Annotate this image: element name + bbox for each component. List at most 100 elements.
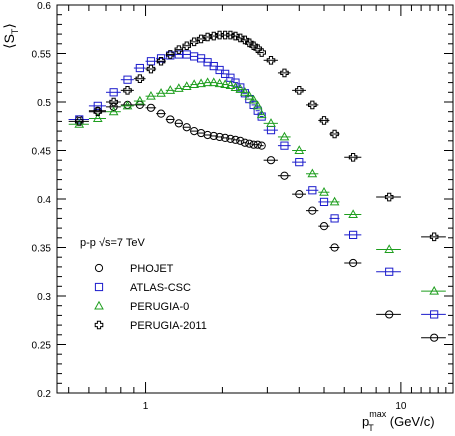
data-point bbox=[173, 83, 184, 92]
data-point bbox=[266, 118, 276, 127]
data-point bbox=[146, 64, 156, 74]
x-tick-label: 1 bbox=[143, 401, 149, 412]
y-axis-label-text: ⟨ST⟩ bbox=[1, 23, 20, 49]
y-axis-label: ⟨ST⟩ bbox=[1, 23, 20, 49]
data-point bbox=[230, 82, 241, 91]
data-point bbox=[196, 78, 206, 88]
data-point bbox=[221, 133, 230, 142]
data-point bbox=[348, 152, 358, 162]
data-point bbox=[109, 97, 118, 107]
data-point bbox=[196, 34, 206, 44]
data-point bbox=[244, 90, 255, 100]
data-point bbox=[165, 50, 175, 59]
legend: p-p √s=7 TeV PHOJET ATLAS-CSC PERUGIA-0 PERU… bbox=[80, 237, 207, 332]
data-point bbox=[182, 123, 191, 132]
data-point bbox=[123, 86, 132, 95]
data-point bbox=[166, 115, 175, 124]
series-perugia-0 bbox=[68, 77, 446, 295]
data-point bbox=[220, 79, 230, 89]
data-point bbox=[231, 78, 240, 87]
data-point bbox=[280, 141, 289, 150]
y-axis: 0.2 0.25 0.3 0.35 0.4 0.45 0.5 0.55 0.6 ⟨ST⟩ bbox=[1, 1, 453, 400]
data-point bbox=[156, 109, 166, 118]
data-point bbox=[429, 285, 440, 295]
plot-frame bbox=[56, 4, 454, 394]
data-point bbox=[208, 77, 219, 87]
data-point bbox=[384, 244, 395, 253]
y-tick-label: 0.45 bbox=[32, 147, 52, 158]
legend-marker bbox=[94, 263, 104, 273]
y-tick-label: 0.2 bbox=[37, 389, 51, 400]
data-point bbox=[348, 209, 358, 219]
data-point bbox=[308, 206, 317, 215]
y-tick-label: 0.3 bbox=[37, 292, 51, 303]
data-point bbox=[203, 32, 212, 42]
data-point bbox=[294, 86, 304, 95]
data-point bbox=[122, 100, 133, 110]
data-point bbox=[245, 38, 254, 48]
data-point bbox=[240, 138, 250, 147]
data-point bbox=[174, 119, 183, 128]
data-point bbox=[248, 94, 259, 104]
data-point bbox=[330, 214, 339, 223]
data-point bbox=[245, 139, 254, 148]
legend-label: PERUGIA-2011 bbox=[130, 320, 207, 332]
data-point bbox=[135, 95, 145, 105]
data-point bbox=[240, 87, 250, 96]
data-point bbox=[181, 81, 192, 90]
legend-label: PERUGIA-0 bbox=[130, 301, 189, 313]
data-point bbox=[174, 50, 183, 59]
data-point bbox=[257, 141, 266, 150]
data-point bbox=[384, 192, 394, 202]
legend-marker bbox=[94, 300, 104, 310]
data-point bbox=[156, 54, 166, 63]
data-point bbox=[226, 134, 235, 143]
legend-marker bbox=[94, 282, 104, 292]
data-point bbox=[231, 135, 240, 144]
data-point bbox=[385, 267, 394, 276]
data-point bbox=[349, 230, 358, 239]
legend-label: ATLAS-CSC bbox=[130, 282, 191, 294]
legend-header: p-p √s=7 TeV bbox=[80, 237, 146, 249]
y-tick-label: 0.6 bbox=[37, 1, 51, 12]
data-point bbox=[235, 84, 246, 93]
data-point bbox=[189, 79, 199, 89]
data-point bbox=[209, 131, 218, 141]
data-point bbox=[319, 197, 329, 207]
data-point bbox=[74, 117, 84, 126]
data-point bbox=[253, 140, 262, 149]
data-point bbox=[330, 243, 339, 252]
data-point bbox=[266, 55, 276, 65]
data-point bbox=[135, 74, 145, 84]
legend-marker bbox=[94, 320, 104, 330]
data-point bbox=[429, 232, 439, 242]
data-point bbox=[240, 35, 250, 45]
data-point bbox=[295, 158, 304, 167]
y-tick-label: 0.25 bbox=[32, 341, 52, 352]
data-point bbox=[266, 156, 276, 165]
data-point bbox=[280, 68, 289, 78]
series-atlas-csc bbox=[68, 50, 446, 319]
data-point bbox=[319, 222, 329, 231]
data-point bbox=[430, 310, 439, 319]
data-point bbox=[215, 132, 224, 142]
data-point bbox=[203, 130, 212, 140]
x-axis-label: pmax T (GeV/c) bbox=[362, 409, 435, 433]
data-point bbox=[256, 109, 267, 119]
y-tick-label: 0.5 bbox=[37, 98, 51, 109]
data-point bbox=[319, 116, 329, 125]
data-point bbox=[123, 75, 132, 84]
data-point bbox=[109, 88, 118, 97]
data-point bbox=[236, 136, 245, 145]
data-point bbox=[225, 80, 236, 90]
data-point bbox=[202, 77, 213, 87]
data-point bbox=[330, 129, 339, 139]
x-tick-label: 10 bbox=[395, 401, 407, 412]
data-point bbox=[295, 190, 304, 199]
data-point bbox=[165, 85, 176, 94]
data-point bbox=[349, 258, 358, 268]
data-point bbox=[109, 102, 118, 111]
data-point bbox=[174, 45, 184, 54]
